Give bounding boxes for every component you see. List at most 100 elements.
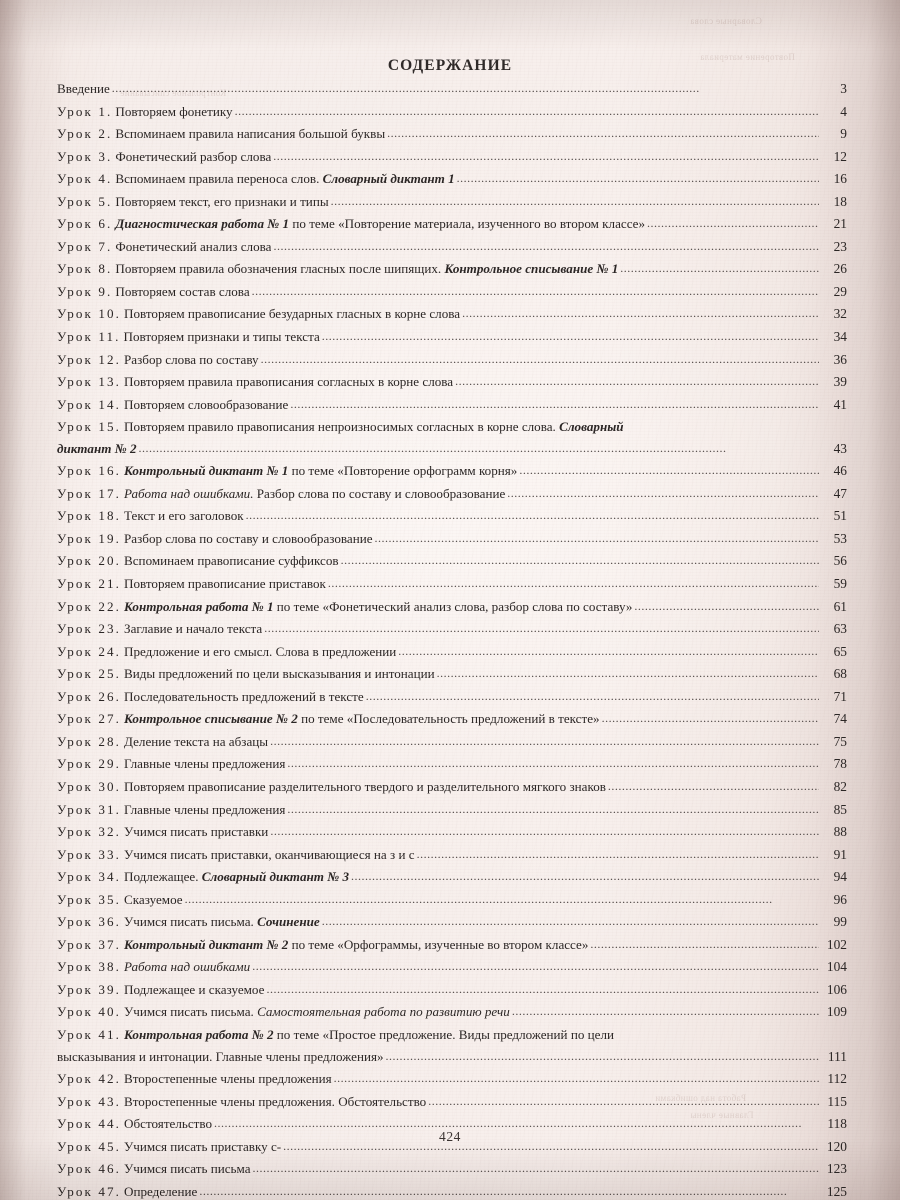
toc-entry-page-number: 56 xyxy=(833,553,847,569)
toc-entry-row[interactable]: Урок 15. Повторяем правило правописания н… xyxy=(57,416,847,438)
entry-text-segment: Повторяем словообразование xyxy=(124,396,289,412)
entry-text-segment: Повторяем правила правописания согласных… xyxy=(124,374,454,390)
toc-entry-row[interactable]: Урок 6. Диагностическая работа № 1 по тем… xyxy=(57,213,847,236)
toc-entry-row[interactable]: диктант № 2 43 xyxy=(57,438,847,461)
toc-entry-text: Урок 28. Деление текста на абзацы xyxy=(57,731,268,753)
toc-entry-row[interactable]: Урок 42. Второстепенные члены предложения… xyxy=(57,1068,847,1091)
toc-entry-text: Урок 8. Повторяем правила обозначения гла… xyxy=(57,258,618,280)
toc-entry-row[interactable]: Урок 20. Вспоминаем правописание суффиксо… xyxy=(57,550,847,573)
dot-leader xyxy=(331,191,819,213)
dot-leader xyxy=(428,1091,819,1113)
toc-entry-page-number: 102 xyxy=(826,936,847,952)
toc-entry-page-number: 112 xyxy=(827,1071,847,1087)
toc-entry-row[interactable]: Урок 4. Вспоминаем правила переноса слов.… xyxy=(57,168,847,191)
toc-entry-text: Урок 16. Контрольный диктант № 1 по теме … xyxy=(57,460,517,482)
entry-text-segment: Словарный xyxy=(559,419,624,435)
toc-entry-row[interactable]: высказывания и интонации. Главные члены … xyxy=(57,1046,847,1069)
toc-entry-row[interactable]: Урок 43. Второстепенные члены предложения… xyxy=(57,1091,847,1114)
dot-leader xyxy=(185,889,819,911)
entry-text-segment: Контрольная работа № 1 xyxy=(124,598,274,614)
toc-entry-row[interactable]: Урок 38.Работа над ошибками 104 xyxy=(57,956,847,979)
toc-entry-row[interactable]: Урок 37. Контрольный диктант № 2 по теме … xyxy=(57,934,847,957)
toc-entry-text: Урок 19. Разбор слова по составу и словоо… xyxy=(57,528,373,550)
toc-entry-page-number: 104 xyxy=(826,959,847,975)
dot-leader xyxy=(519,460,819,482)
toc-entry-row[interactable]: Урок 21. Повторяем правописание приставок… xyxy=(57,573,847,596)
toc-entry-row[interactable]: Урок 2. Вспоминаем правила написания боль… xyxy=(57,123,847,146)
toc-entry-row[interactable]: Урок 23.Заглавие и начало текста 63 xyxy=(57,618,847,641)
toc-entry-row[interactable]: Урок 25. Виды предложений по цели высказы… xyxy=(57,663,847,686)
toc-entry-page-number: 94 xyxy=(833,869,847,885)
entry-text-segment: Главные члены предложения xyxy=(124,756,286,772)
toc-entry-lesson-label: Урок 35. xyxy=(57,891,122,907)
toc-entry-row[interactable]: Урок 14.Повторяем словообразование 41 xyxy=(57,394,847,417)
dot-leader xyxy=(287,799,819,821)
bleed-through-text: Словарные слова xyxy=(690,16,762,26)
toc-entry-row[interactable]: Урок 1.Повторяем фонетику 4 xyxy=(57,101,847,124)
toc-entry-row[interactable]: Урок 18.Текст и его заголовок 51 xyxy=(57,505,847,528)
toc-entry-lesson-label: Урок 16. xyxy=(57,463,122,479)
entry-text-segment: Деление текста на абзацы xyxy=(124,733,269,749)
toc-entry-row[interactable]: Урок 47.Определение 125 xyxy=(57,1181,847,1200)
toc-entry-row[interactable]: Урок 17. Работа над ошибками. Разбор слов… xyxy=(57,483,847,506)
toc-entry-row[interactable]: Урок 45.Учимся писать приставку с- 120 xyxy=(57,1136,847,1159)
toc-entry-text: Урок 17. Работа над ошибками. Разбор слов… xyxy=(57,483,505,505)
toc-entry-row[interactable]: Урок 3.Фонетический разбор слова 12 xyxy=(57,146,847,169)
toc-entry-lesson-label: Урок 25. xyxy=(57,666,122,682)
toc-entry-row[interactable]: Урок 13. Повторяем правила правописания с… xyxy=(57,371,847,394)
toc-entry-row[interactable]: Урок 33. Учимся писать приставки, оканчив… xyxy=(57,844,847,867)
toc-entry-row[interactable]: Урок 31.Главные члены предложения 85 xyxy=(57,799,847,822)
page-title: СОДЕРЖАНИЕ xyxy=(387,57,513,75)
toc-entry-row[interactable]: Урок 7.Фонетический анализ слова 23 xyxy=(57,236,847,259)
toc-entry-row[interactable]: Урок 36.Учимся писать письма. Сочинение 9… xyxy=(57,911,847,934)
entry-text-segment: по теме «Орфограммы, изученные во втором… xyxy=(288,936,589,952)
toc-entry-row[interactable]: Урок 11. Повторяем признаки и типы текста… xyxy=(57,326,847,349)
toc-entry-row[interactable]: Урок 44.Обстоятельство 118 xyxy=(57,1113,847,1136)
toc-entry-row[interactable]: Урок 26. Последовательность предложений в… xyxy=(57,686,847,709)
toc-entry-row[interactable]: Урок 40. Учимся писать письма. Самостояте… xyxy=(57,1001,847,1024)
toc-entry-row[interactable]: Урок 35.Сказуемое 96 xyxy=(57,889,847,912)
dot-leader xyxy=(375,528,819,550)
toc-entry-text: диктант № 2 xyxy=(57,438,137,460)
toc-entry-row[interactable]: Урок 8. Повторяем правила обозначения гла… xyxy=(57,258,847,281)
toc-entry-row[interactable]: Урок 34. Подлежащее. Словарный диктант № … xyxy=(57,866,847,889)
toc-entry-page-number: 71 xyxy=(833,688,847,704)
dot-leader xyxy=(253,1158,819,1180)
toc-entry-row[interactable]: Урок 24. Предложение и его смысл. Слова в… xyxy=(57,641,847,664)
dot-leader xyxy=(608,776,819,798)
toc-entry-row[interactable]: Урок 29.Главные члены предложения 78 xyxy=(57,753,847,776)
entry-text-segment: Фонетический разбор слова xyxy=(115,148,272,164)
toc-entry-text: Урок 24. Предложение и его смысл. Слова в… xyxy=(57,641,396,663)
toc-entry-page-number: 16 xyxy=(833,171,847,187)
toc-entry-row[interactable]: Урок 39.Подлежащее и сказуемое 106 xyxy=(57,979,847,1002)
toc-entry-text: Урок 35. Сказуемое xyxy=(57,889,183,911)
toc-entry-row[interactable]: Урок 41. Контрольная работа № 2 по теме «… xyxy=(57,1024,847,1046)
entry-text-segment: Вспоминаем правила переноса слов. xyxy=(115,171,323,187)
toc-entry-row[interactable]: Урок 16. Контрольный диктант № 1 по теме … xyxy=(57,460,847,483)
toc-entry-row[interactable]: Урок 19. Разбор слова по составу и словоо… xyxy=(57,528,847,551)
toc-entry-row[interactable]: Урок 22. Контрольная работа № 1 по теме «… xyxy=(57,596,847,619)
entry-text-segment: Учимся писать письма. xyxy=(124,914,258,930)
toc-entry-lesson-label: Урок 42. xyxy=(57,1071,122,1087)
toc-entry-lesson-label: Урок 20. xyxy=(57,553,122,569)
entry-text-segment: Учимся писать приставки xyxy=(124,824,269,840)
toc-entry-row[interactable]: Введение 3 xyxy=(57,78,847,101)
toc-entry-row[interactable]: Урок 32.Учимся писать приставки 88 xyxy=(57,821,847,844)
entry-text-segment: Последовательность предложений в тексте xyxy=(124,688,364,704)
toc-entry-lesson-label: Урок 26. xyxy=(57,688,122,704)
toc-entry-row[interactable]: Урок 28.Деление текста на абзацы 75 xyxy=(57,731,847,754)
entry-text-segment: Повторяем правописание приставок xyxy=(124,576,326,592)
entry-text-segment: Определение xyxy=(124,1183,198,1199)
toc-entry-lesson-label: Урок 2. xyxy=(57,126,113,142)
toc-entry-lesson-label: Урок 24. xyxy=(57,643,122,659)
toc-entry-row[interactable]: Урок 12.Разбор слова по составу 36 xyxy=(57,349,847,372)
toc-entry-text: Урок 42. Второстепенные члены предложения xyxy=(57,1068,332,1090)
toc-entry-row[interactable]: Урок 5. Повторяем текст, его признаки и т… xyxy=(57,191,847,214)
entry-text-segment: Повторяем признаки и типы текста xyxy=(123,329,320,345)
toc-entry-row[interactable]: Урок 10. Повторяем правописание безударны… xyxy=(57,303,847,326)
toc-entry-lesson-label: Урок 45. xyxy=(57,1138,122,1154)
toc-entry-row[interactable]: Урок 30. Повторяем правописание разделите… xyxy=(57,776,847,799)
toc-entry-row[interactable]: Урок 46.Учимся писать письма 123 xyxy=(57,1158,847,1181)
toc-entry-row[interactable]: Урок 27. Контрольное списывание № 2 по те… xyxy=(57,708,847,731)
toc-entry-row[interactable]: Урок 9.Повторяем состав слова 29 xyxy=(57,281,847,304)
